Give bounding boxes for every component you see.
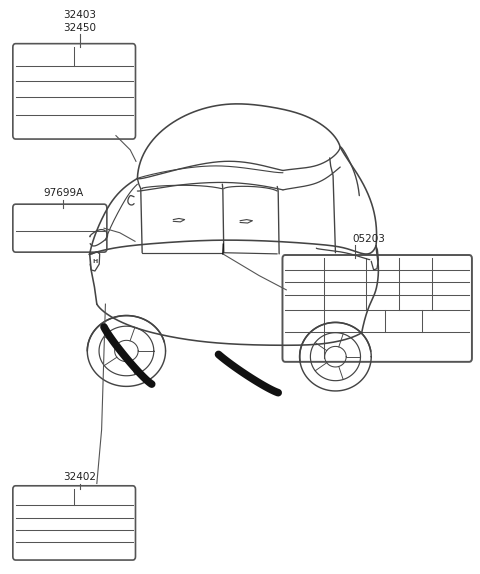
Text: 97699A: 97699A [43, 188, 84, 199]
Text: 05203: 05203 [352, 234, 385, 244]
FancyBboxPatch shape [13, 204, 107, 252]
FancyBboxPatch shape [13, 486, 135, 560]
FancyBboxPatch shape [282, 255, 472, 362]
Text: H: H [92, 259, 97, 264]
Text: 32402: 32402 [64, 472, 96, 482]
Text: 32403
32450: 32403 32450 [64, 10, 96, 33]
FancyBboxPatch shape [13, 44, 135, 139]
